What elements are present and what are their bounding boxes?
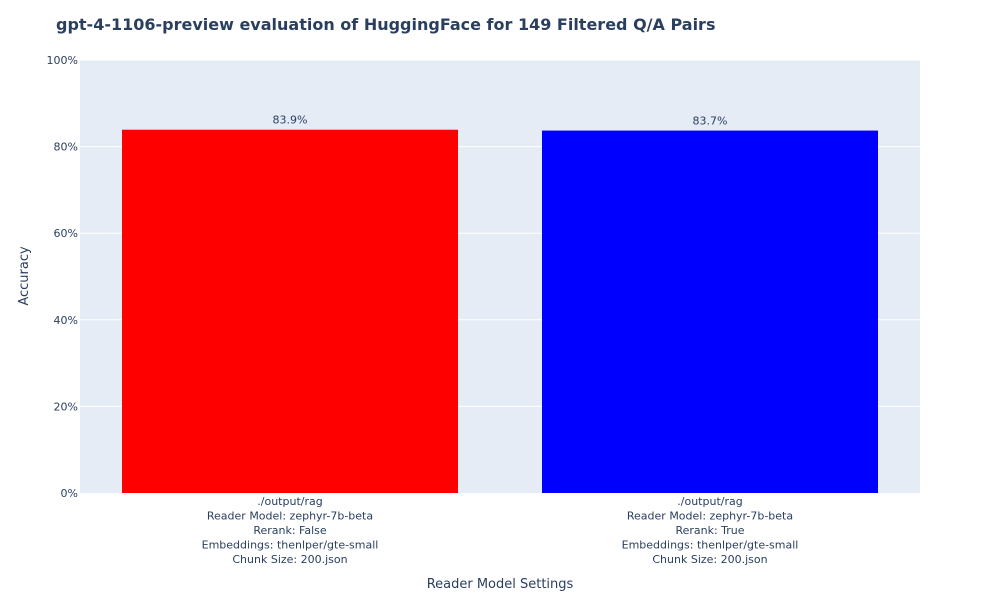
y-axis-title: Accuracy [17,246,32,306]
bar [122,129,458,493]
x-tick-label-line: Reader Model: zephyr-7b-beta [207,510,373,523]
x-tick-label-line: Chunk Size: 200.json [652,553,767,566]
y-tick-label: 60% [54,227,78,240]
bar-value-label: 83.9% [273,114,308,127]
y-tick-label: 100% [47,54,78,67]
bar [542,130,878,494]
x-tick-label-line: Rerank: True [675,524,744,537]
y-tick-label: 20% [54,400,78,413]
x-tick-label-line: ./output/rag [677,495,742,508]
x-tick-label: ./output/rag Reader Model: zephyr-7b-beta… [622,495,799,566]
y-tick-label: 0% [61,487,78,500]
bar-value-label: 83.7% [693,115,728,128]
x-tick-label-line: ./output/rag [257,495,322,508]
x-tick-label-line: Rerank: False [253,524,327,537]
x-tick-label-line: Embeddings: thenlper/gte-small [622,539,799,552]
y-tick-label: 80% [54,141,78,154]
x-tick-label: ./output/rag Reader Model: zephyr-7b-beta… [202,495,379,566]
x-tick-label-line: Embeddings: thenlper/gte-small [202,539,379,552]
x-tick-label-line: Reader Model: zephyr-7b-beta [627,510,793,523]
chart-title: gpt-4-1106-preview evaluation of Hugging… [56,15,715,34]
x-tick-label-line: Chunk Size: 200.json [232,553,347,566]
y-tick-label: 40% [54,314,78,327]
x-axis-title: Reader Model Settings [427,577,574,592]
